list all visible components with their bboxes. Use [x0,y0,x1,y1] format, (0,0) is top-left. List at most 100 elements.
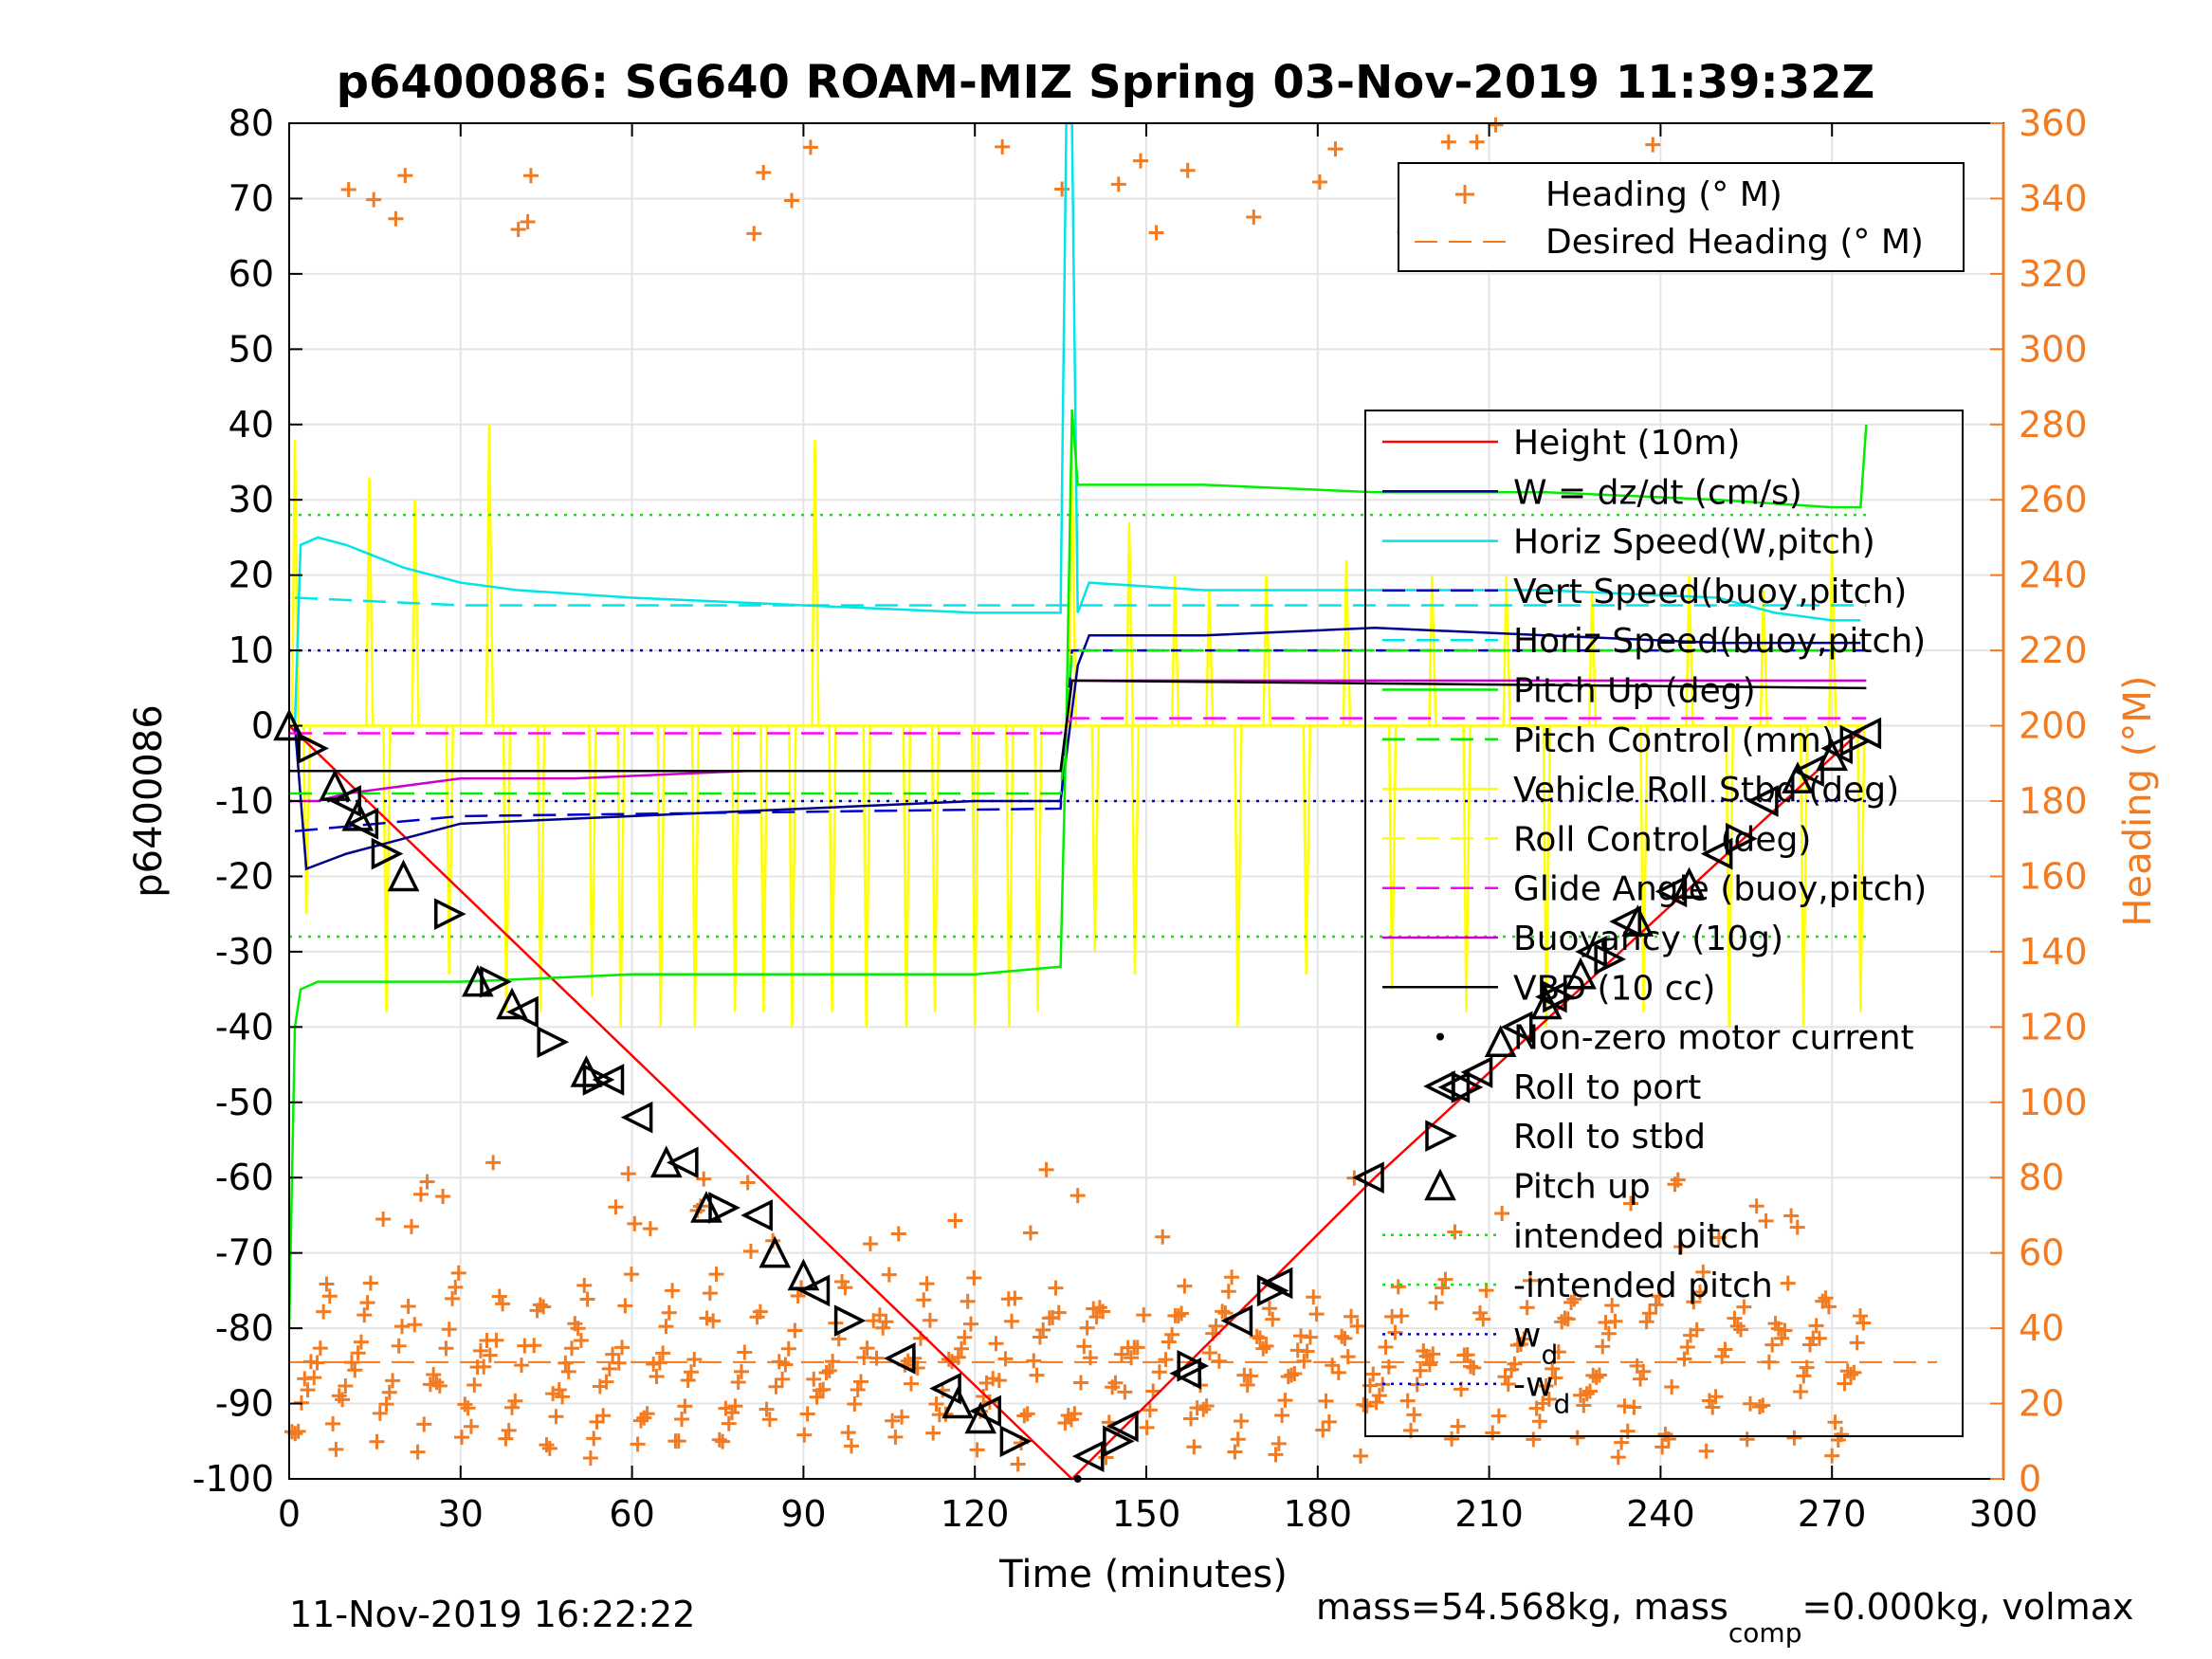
roll-stbd-marker [833,1304,867,1338]
heading-point [1293,1328,1309,1344]
heading-point [1811,1330,1827,1346]
y-tick-label: 70 [229,177,274,219]
heading-point [1651,1288,1667,1304]
right-axis-label: Heading (°M) [2116,676,2160,927]
heading-point [1124,1350,1140,1366]
heading-point [375,1211,392,1227]
heading-point [894,1409,910,1425]
heading-point [1459,1347,1475,1363]
heading-point [1638,1314,1654,1330]
heading-point [1626,1399,1642,1415]
heading-point [1215,1304,1231,1320]
roll-spike [730,725,740,1012]
heading-point [1808,1318,1824,1334]
heading-point [627,1215,643,1231]
y-axis-label: p6400086 [127,704,171,898]
heading-point [431,1377,448,1394]
heading-point [1783,1208,1800,1224]
roll-spike [588,725,597,997]
heading-point [435,1189,451,1205]
heading-point [954,1340,970,1357]
heading-point [495,1296,511,1312]
series-line [288,724,1868,1481]
roll-spike [902,725,912,1028]
heading-point [605,1346,621,1362]
roll-spike [1542,725,1552,1028]
heading-point [1306,1289,1322,1305]
x-tick-label: 210 [1454,1493,1524,1535]
heading-point [1406,1407,1422,1423]
heading-point [649,1369,665,1385]
heading-point [1308,1306,1325,1322]
pitch-up-marker [1484,1025,1517,1057]
heading-point [730,1375,746,1391]
heading-point [1164,1326,1180,1342]
heading-point [715,1433,731,1449]
heading-point [1469,134,1485,150]
heading-point [1217,1305,1234,1322]
heading-point [787,1322,803,1339]
heading-point [623,1267,639,1283]
heading-point [995,138,1011,155]
legend-main-label: Roll Control (deg) [1513,820,1811,859]
heading-point [966,1269,982,1285]
heading-point [665,1283,681,1299]
heading-point [1786,1430,1802,1446]
roll-port-marker [592,1064,625,1096]
heading-point [790,1288,806,1304]
heading-point [1095,1304,1111,1320]
right-tick-label: 40 [2019,1307,2064,1349]
series-line [289,717,1867,735]
heading-point [1394,1308,1410,1324]
heading-point [1048,1280,1064,1296]
heading-point [1016,1408,1033,1424]
pitch-up-marker [387,859,420,892]
y-tick-label: -80 [215,1307,274,1349]
roll-stbd-marker [1177,1349,1210,1382]
heading-point [403,1218,419,1234]
legend-main-swatch [1436,1032,1444,1041]
heading-point [1368,1395,1384,1411]
heading-point [1691,1285,1708,1301]
roll-stbd-marker [433,898,466,930]
heading-point [306,1370,322,1386]
heading-point [1029,1367,1045,1383]
heading-point [1729,1318,1746,1334]
heading-point [1161,1334,1177,1350]
heading-point [1255,1340,1271,1357]
heading-point [1230,1431,1246,1448]
legend-main-swatch [1424,1168,1456,1201]
x-tick-label: 90 [780,1493,826,1535]
heading-point [1437,1271,1453,1287]
heading-point [485,1155,502,1171]
heading-point [1698,1443,1714,1459]
heading-point [1849,1335,1865,1351]
heading-point [1258,1338,1274,1354]
pitch-up-marker [341,798,375,831]
heading-point [381,1384,397,1400]
heading-point [847,1395,863,1412]
heading-point [1353,1448,1368,1464]
series-line [287,409,1868,1329]
heading-point [1327,141,1344,157]
heading-point [1591,1367,1607,1383]
heading-point [1560,1311,1576,1327]
legend-main-label: VBD (10 cc) [1513,969,1715,1008]
heading-point [1365,1366,1381,1382]
pitch-up-marker [462,964,494,997]
heading-point [1846,1364,1862,1380]
heading-point [991,1373,1007,1389]
heading-point [809,1389,825,1405]
heading-point [309,1355,325,1371]
heading-point [501,1422,517,1438]
heading-point [1234,1413,1250,1430]
heading-point [1820,1299,1837,1315]
heading-point [887,1429,904,1445]
heading-point [734,1363,750,1379]
roll-port-marker [883,1342,916,1375]
heading-point [513,1358,529,1374]
pitch-up-marker [1673,866,1706,900]
heading-point [416,1416,432,1432]
heading-point [335,1392,351,1408]
pitch-up-marker [787,1258,820,1291]
